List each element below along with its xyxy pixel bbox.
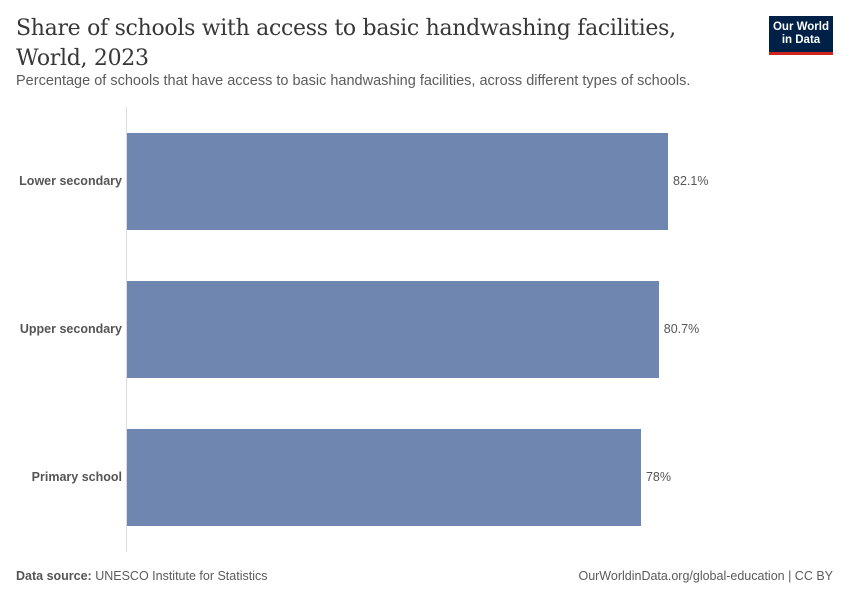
url-license[interactable]: OurWorldinData.org/global-education | CC… — [578, 569, 833, 583]
bar[interactable] — [127, 281, 659, 378]
y-axis-line — [126, 107, 127, 552]
category-label: Upper secondary — [19, 322, 122, 336]
category-label: Primary school — [31, 470, 122, 484]
logo-line-1: Our World — [772, 21, 829, 33]
data-source-value[interactable]: UNESCO Institute for Statistics — [91, 569, 268, 583]
bar[interactable] — [127, 133, 668, 230]
value-label: 80.7% — [663, 322, 700, 336]
owid-logo[interactable]: Our World in Data — [769, 16, 833, 55]
logo-line-2: in Data — [781, 34, 821, 46]
data-source: Data source: UNESCO Institute for Statis… — [16, 569, 267, 583]
bar[interactable] — [127, 429, 641, 526]
value-label: 82.1% — [673, 174, 709, 188]
category-label: Lower secondary — [19, 174, 122, 188]
data-source-label: Data source: — [16, 569, 92, 583]
chart-subtitle: Percentage of schools that have access t… — [16, 73, 691, 89]
value-label: 78% — [645, 470, 671, 484]
chart-title: Share of schools with access to basic ha… — [16, 16, 676, 71]
